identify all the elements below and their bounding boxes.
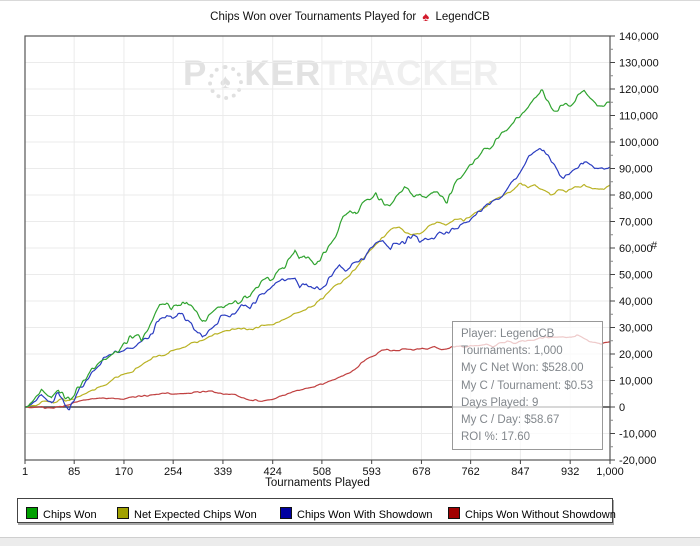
- tooltip-row: ROI %: 17.60: [461, 431, 531, 444]
- legend-swatch-icon: [117, 507, 129, 519]
- tooltip-row: Player: LegendCB: [461, 328, 555, 340]
- legend-item: Net Expected Chips Won: [117, 505, 257, 521]
- series-line-chips-won-with-showdown: [25, 147, 611, 411]
- y-tick-label: 80,000: [619, 190, 653, 202]
- chart-title-player: LegendCB: [435, 11, 490, 23]
- y-tick-label: 130,000: [619, 58, 659, 70]
- watermark-tracker: TRACKER: [321, 54, 500, 93]
- legend-label: Chips Won Without Showdown: [465, 509, 616, 521]
- x-tick-label: 678: [412, 466, 430, 478]
- y-tick-label: 50,000: [619, 270, 653, 282]
- x-tick-label: 170: [115, 466, 133, 478]
- tooltip-row: My C / Tournament: $0.53: [461, 379, 594, 392]
- y-tick-label: 140,000: [619, 31, 659, 43]
- y-tick-label: 20,000: [619, 349, 653, 361]
- y-tick-label: 120,000: [619, 84, 659, 96]
- watermark-p: P: [183, 54, 208, 93]
- chart-title-text: Chips Won over Tournaments Played for: [210, 11, 417, 23]
- x-tick-label: 85: [68, 466, 80, 478]
- tooltip-row: My C / Day: $58.67: [461, 414, 560, 427]
- legend-label: Net Expected Chips Won: [134, 509, 257, 521]
- y-tick-label: 110,000: [619, 111, 658, 123]
- window-bottom-strip: [0, 537, 700, 546]
- legend-swatch-icon: [280, 507, 292, 519]
- x-tick-label: 932: [561, 466, 579, 478]
- y-tick-label: 100,000: [619, 137, 659, 149]
- legend-label: Chips Won: [43, 509, 97, 521]
- tooltip-row: Tournaments: 1,000: [461, 345, 563, 358]
- y-tick-label: 60,000: [619, 243, 653, 255]
- x-tick-label: 847: [511, 466, 529, 478]
- y-tick-label: 30,000: [619, 323, 653, 335]
- watermark-ker: KER: [244, 54, 322, 93]
- x-tick-label: 762: [461, 466, 479, 478]
- x-tick-label: 254: [164, 466, 182, 478]
- x-tick-label: 1,000: [596, 466, 624, 478]
- legend: Chips Won Net Expected Chips Won Chips Won…: [17, 498, 616, 523]
- y-axis-title: #: [651, 240, 658, 252]
- pokertracker-watermark: P ♠ KERTRACKER: [183, 54, 499, 100]
- stats-tooltip: Player: LegendCB Tournaments: 1,000 My C N…: [452, 321, 603, 450]
- series-line-net-expected-chips-won: [24, 182, 611, 408]
- legend-item: Chips Won With Showdown: [280, 505, 433, 521]
- legend-item: Chips Won: [26, 505, 97, 521]
- chart-title: Chips Won over Tournaments Played for ♠ …: [0, 8, 700, 24]
- legend-swatch-icon: [448, 507, 460, 519]
- x-tick-label: 339: [214, 466, 232, 478]
- pokerstars-spade-icon: ♠: [422, 9, 430, 24]
- y-tick-label: -20,000: [619, 455, 656, 467]
- x-axis-title: Tournaments Played: [265, 477, 370, 489]
- y-tick-label: 10,000: [619, 376, 653, 388]
- poker-chip-icon: ♠: [208, 65, 244, 100]
- y-tick-label: 90,000: [619, 164, 653, 176]
- y-tick-label: 40,000: [619, 296, 653, 308]
- legend-label: Chips Won With Showdown: [297, 509, 433, 521]
- y-tick-label: -10,000: [619, 429, 656, 441]
- x-tick-label: 508: [313, 466, 331, 478]
- y-tick-label: 0: [619, 402, 625, 414]
- y-tick-label: 70,000: [619, 217, 653, 229]
- legend-item: Chips Won Without Showdown: [448, 505, 616, 521]
- x-tick-label: 1: [22, 466, 28, 478]
- x-tick-label: 424: [264, 466, 282, 478]
- tooltip-row: Days Played: 9: [461, 396, 539, 409]
- series-line-chips-won: [24, 89, 611, 408]
- tooltip-row: My C Net Won: $528.00: [461, 362, 584, 375]
- legend-swatch-icon: [26, 507, 38, 519]
- x-tick-label: 593: [362, 466, 380, 478]
